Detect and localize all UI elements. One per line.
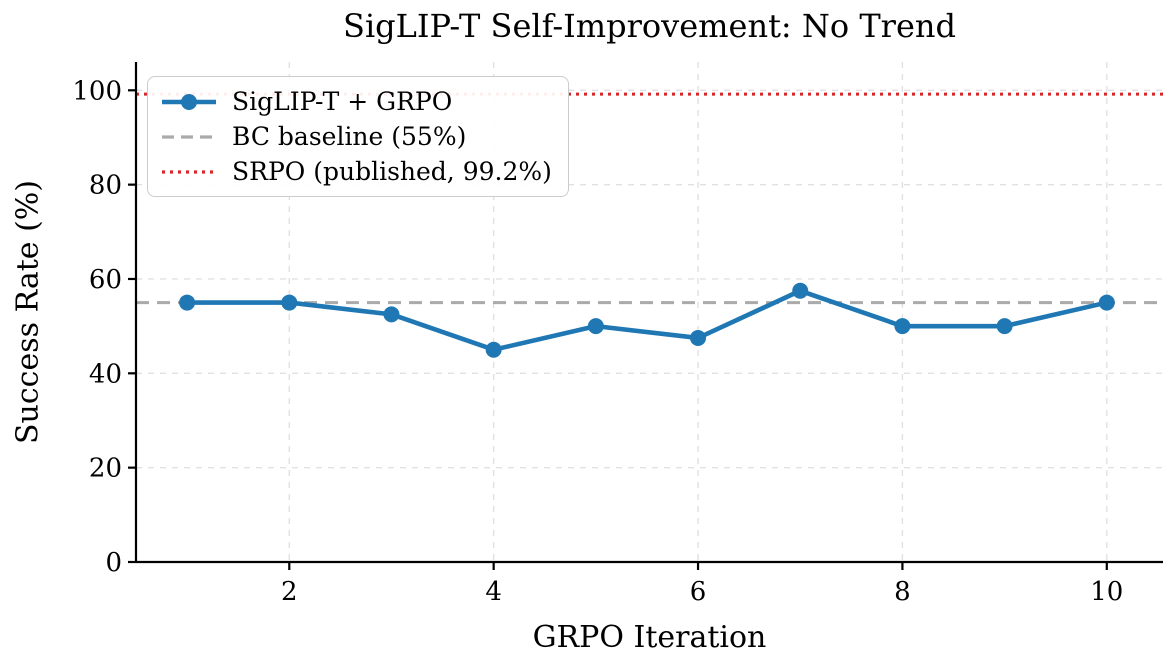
y-tick-label: 80 — [89, 171, 122, 201]
dashed-line-swatch-icon — [162, 134, 216, 139]
x-tick-label: 10 — [1090, 577, 1123, 607]
x-tick-label: 6 — [690, 577, 707, 607]
x-tick-label: 2 — [281, 577, 298, 607]
y-tick-label: 0 — [105, 548, 122, 578]
y-tick-label: 40 — [89, 359, 122, 389]
data-point-marker — [1098, 294, 1115, 311]
y-tick-label: 60 — [89, 265, 122, 295]
data-point-marker — [996, 318, 1013, 335]
chart-title: SigLIP-T Self-Improvement: No Trend — [343, 7, 956, 45]
legend-item-series: SigLIP-T + GRPO — [160, 85, 552, 118]
data-point-marker — [383, 306, 400, 323]
dotted-line-swatch-icon — [162, 169, 216, 174]
legend-label: SigLIP-T + GRPO — [232, 87, 453, 116]
legend-item-baseline: BC baseline (55%) — [160, 120, 552, 153]
data-point-marker — [179, 294, 196, 311]
x-tick-label: 4 — [485, 577, 502, 607]
line-marker-swatch-icon — [162, 93, 216, 110]
data-point-marker — [485, 341, 502, 358]
x-axis-label: GRPO Iteration — [532, 620, 767, 655]
y-axis-label: Success Rate (%) — [10, 180, 46, 444]
legend-label: SRPO (published, 99.2%) — [232, 157, 552, 186]
data-point-marker — [587, 318, 604, 335]
data-point-marker — [281, 294, 298, 311]
series-line — [184, 288, 1110, 353]
y-tick-label: 20 — [89, 454, 122, 484]
data-point-marker — [894, 318, 911, 335]
legend-marker-sample — [181, 93, 197, 110]
x-tick-label: 8 — [894, 577, 911, 607]
y-tick-label: 100 — [72, 76, 122, 106]
legend: SigLIP-T + GRPO BC baseline (55%) SRPO (… — [147, 76, 569, 197]
data-point-marker — [690, 329, 707, 346]
legend-label: BC baseline (55%) — [232, 122, 467, 151]
legend-item-srpo: SRPO (published, 99.2%) — [160, 155, 552, 188]
data-point-marker — [792, 282, 809, 299]
